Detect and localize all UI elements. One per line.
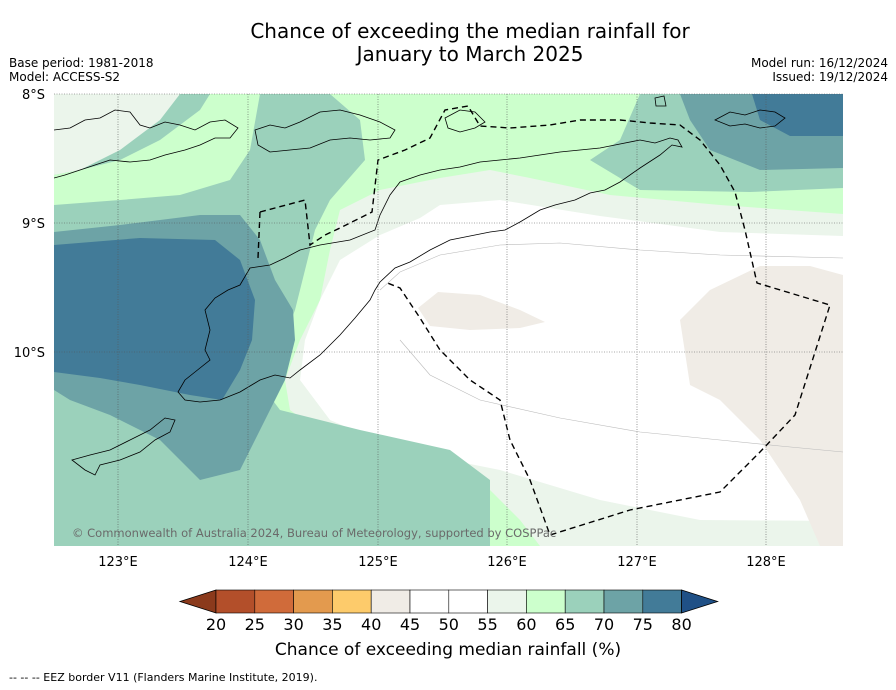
band-40-45-center xyxy=(418,292,545,330)
colorbar-cell xyxy=(564,589,605,614)
lon-label-126e: 126°E xyxy=(487,555,527,570)
lon-label-127e: 127°E xyxy=(617,555,657,570)
colorbar-under-arrow xyxy=(178,589,217,614)
coastline-ne-islands xyxy=(714,109,786,129)
lat-label-8s: 8°S xyxy=(22,88,45,103)
title-line-1: Chance of exceeding the median rainfall … xyxy=(250,19,690,43)
colorbar-cell xyxy=(526,589,566,614)
colorbar-tick-label: 55 xyxy=(477,615,497,634)
colorbar-over-arrow xyxy=(681,589,719,614)
colorbar-cells xyxy=(178,589,719,614)
coastline-timor xyxy=(177,137,683,403)
lon-label-124e: 124°E xyxy=(228,555,268,570)
band-65-70-nw-tongue xyxy=(54,94,180,175)
lat-label-10s: 10°S xyxy=(14,346,45,361)
colorbar-tick-label: 50 xyxy=(439,615,459,634)
band-75-80-ne xyxy=(752,94,843,136)
colorbar-tick-label: 70 xyxy=(594,615,614,634)
colorbar-cell xyxy=(642,589,682,614)
contour-line xyxy=(399,339,843,453)
colorbar-cell xyxy=(409,589,450,614)
colorbar-tick-label: 20 xyxy=(206,615,226,634)
coastline-wetar xyxy=(444,109,486,133)
colorbar-tick-label: 60 xyxy=(516,615,536,634)
band-40-45-east xyxy=(680,266,843,546)
issue-date: Issued: 19/12/2024 xyxy=(772,70,888,84)
map-fill xyxy=(54,94,843,546)
colorbar-label: Chance of exceeding median rainfall (%) xyxy=(274,640,622,660)
colorbar-tick-label: 75 xyxy=(633,615,653,634)
copyright-notice: © Commonwealth of Australia 2024, Bureau… xyxy=(72,526,557,540)
meta-right: Model run: 16/12/2024 Issued: 19/12/2024 xyxy=(751,56,888,84)
colorbar-tick-label: 45 xyxy=(400,615,420,634)
colorbar-tick-label: 65 xyxy=(555,615,575,634)
colorbar-tick-label: 80 xyxy=(671,615,691,634)
colorbar-ticks: 20 25 30 35 40 45 50 55 60 65 70 75 80 xyxy=(206,615,692,634)
band-60-65-nw xyxy=(54,94,260,205)
colorbar-tick-label: 40 xyxy=(361,615,381,634)
colorbar-cell xyxy=(215,589,256,614)
model-name: Model: ACCESS-S2 xyxy=(9,70,121,84)
model-run: Model run: 16/12/2024 xyxy=(750,56,888,70)
lon-label-128e: 128°E xyxy=(746,555,786,570)
gridlines xyxy=(54,93,843,546)
colorbar-cell xyxy=(370,589,411,614)
colorbar-cell xyxy=(293,589,333,614)
coastline-nw-islands xyxy=(54,109,239,179)
lon-label-123e: 123°E xyxy=(98,555,138,570)
meta-left: Base period: 1981-2018 Model: ACCESS-S2 xyxy=(9,56,154,84)
colorbar-cell xyxy=(487,589,527,614)
title-line-2: January to March 2025 xyxy=(356,42,584,66)
colorbar-cell xyxy=(254,589,294,614)
colorbar-cell xyxy=(332,589,372,614)
lon-label-125e: 125°E xyxy=(358,555,398,570)
base-period: Base period: 1981-2018 xyxy=(9,56,154,70)
band-75-80 xyxy=(54,238,255,400)
coastline-small-island xyxy=(654,95,667,107)
coastline-sw-islands xyxy=(71,417,176,476)
lat-label-9s: 9°S xyxy=(22,217,45,232)
eez-footnote: -- -- -- EEZ border V11 (Flanders Marine… xyxy=(9,671,318,684)
contour-line xyxy=(379,242,843,291)
colorbar-cell xyxy=(448,589,488,614)
colorbar-cell xyxy=(603,589,644,614)
colorbar-tick-label: 25 xyxy=(245,615,265,634)
colorbar-tick-label: 30 xyxy=(283,615,303,634)
colorbar-tick-label: 35 xyxy=(322,615,342,634)
chart-title: Chance of exceeding the median rainfall … xyxy=(0,20,896,66)
coastline-alor xyxy=(254,109,396,153)
